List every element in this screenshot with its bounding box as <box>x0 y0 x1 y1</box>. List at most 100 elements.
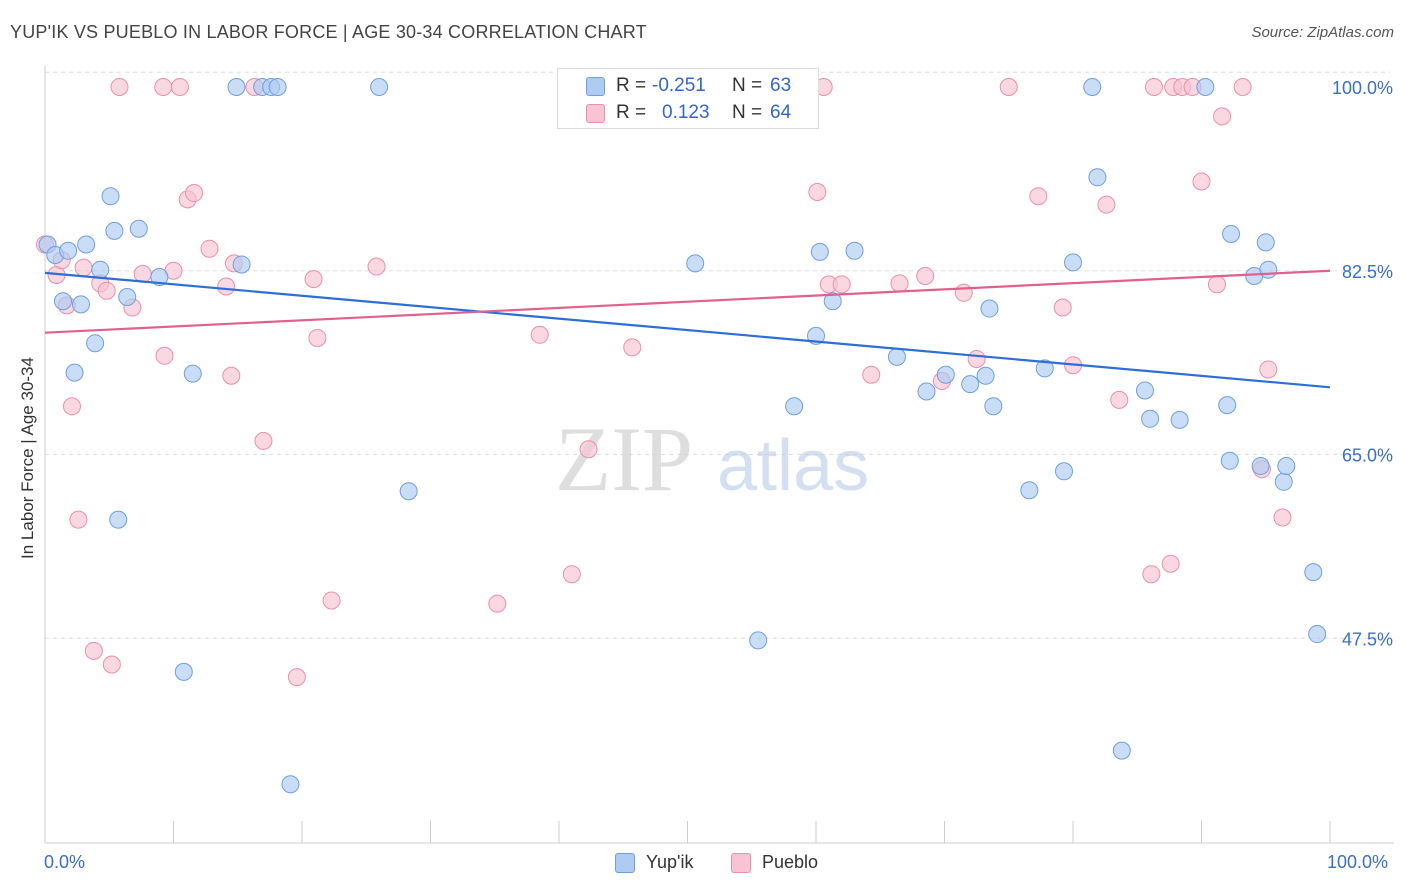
yupik-point <box>1055 462 1074 481</box>
r-value: 0.123 <box>662 102 710 123</box>
pueblo-point <box>217 277 236 296</box>
pueblo-point <box>1110 390 1129 409</box>
pueblo-point <box>74 258 93 277</box>
pueblo-point <box>862 365 881 384</box>
yupik-point <box>1083 78 1102 96</box>
pueblo-point <box>1273 508 1292 527</box>
trend-lines <box>44 269 1331 389</box>
pueblo-point <box>222 366 241 385</box>
yupik-point <box>1112 741 1131 760</box>
yupik-point <box>129 219 148 238</box>
pueblo-point <box>1097 195 1116 214</box>
watermark-atlas: atlas <box>717 426 869 506</box>
pueblo-legend-label: Pueblo <box>762 852 819 872</box>
yupik-point <box>227 78 246 96</box>
pueblo-point <box>1233 78 1252 96</box>
pueblo-point <box>623 338 642 357</box>
yupik-point <box>1277 457 1296 476</box>
pueblo-point <box>1161 554 1180 573</box>
yupik-point <box>1256 233 1275 252</box>
pueblo-point <box>185 184 204 203</box>
yupik-point <box>976 366 995 385</box>
yupik-point <box>1196 78 1215 96</box>
yupik-point <box>1035 359 1054 378</box>
pueblo-point <box>200 239 219 258</box>
yupik-point <box>118 288 137 306</box>
y-tick-label: 82.5% <box>1342 262 1393 282</box>
pueblo-point <box>287 668 306 687</box>
pueblo-point <box>488 594 507 613</box>
yupik-legend-swatch <box>615 853 635 873</box>
yupik-point <box>1141 409 1160 428</box>
yupik-point <box>1259 260 1278 279</box>
yupik-point <box>86 334 105 353</box>
yupik-point <box>150 268 169 287</box>
y-axis-label: In Labor Force | Age 30-34 <box>18 357 37 559</box>
pueblo-point <box>808 183 827 201</box>
pueblo-point <box>62 397 81 416</box>
pueblo-point <box>133 264 152 283</box>
chart-title: YUP'IK VS PUEBLO IN LABOR FORCE | AGE 30… <box>10 22 647 42</box>
pueblo-point <box>322 591 341 610</box>
pueblo-point <box>1259 360 1278 379</box>
yupik-point <box>71 295 90 314</box>
yupik-point <box>183 364 202 383</box>
yupik-point <box>1308 625 1327 644</box>
grid-lines <box>45 71 1390 639</box>
pueblo-point <box>916 267 935 285</box>
y-tick-label: 65.0% <box>1342 446 1393 466</box>
n-value: 64 <box>770 102 792 123</box>
yupik-point <box>105 221 124 240</box>
pueblo-point <box>954 283 973 302</box>
yupik-point <box>53 292 72 311</box>
yupik-point <box>1274 472 1293 491</box>
yupik-point <box>686 254 705 273</box>
yupik-point <box>1064 253 1082 272</box>
pueblo-point <box>367 257 386 276</box>
pueblo-point <box>562 565 581 584</box>
watermark-zip: ZIP <box>555 408 693 510</box>
yupik-trend-line <box>44 271 1331 389</box>
yupik-point <box>370 78 389 96</box>
pueblo-legend-swatch <box>731 853 751 873</box>
y-tick-label: 100.0% <box>1332 78 1393 98</box>
pueblo-swatch <box>586 104 605 123</box>
pueblo-point <box>530 325 549 344</box>
pueblo-point <box>832 275 851 294</box>
pueblo-point <box>170 78 189 96</box>
pueblo-point <box>154 78 173 96</box>
pueblo-point <box>254 431 273 450</box>
yupik-point <box>961 375 980 394</box>
n-label: N = <box>732 102 763 123</box>
pueblo-point <box>308 328 327 347</box>
yupik-point <box>1020 481 1039 500</box>
yupik-point <box>65 363 84 382</box>
yupik-point <box>936 365 955 384</box>
pueblo-point <box>1053 298 1072 317</box>
yupik-point <box>984 397 1003 416</box>
pueblo-point <box>155 346 174 365</box>
data-points <box>36 78 1327 794</box>
yupik-point <box>1251 457 1270 476</box>
pueblo-point <box>1213 107 1232 126</box>
pueblo-point <box>304 270 323 289</box>
pueblo-point <box>890 274 909 293</box>
yupik-point <box>268 78 287 96</box>
yupik-point <box>101 187 120 206</box>
yupik-point <box>281 775 300 794</box>
yupik-point <box>749 631 768 650</box>
yupik-point <box>1304 563 1323 582</box>
pueblo-point <box>1207 275 1226 294</box>
r-label: R = <box>616 102 647 123</box>
yupik-point <box>785 397 804 416</box>
pueblo-point <box>1029 187 1048 206</box>
y-tick-label: 47.5% <box>1342 629 1393 649</box>
yupik-point <box>399 482 418 501</box>
yupik-point <box>845 241 864 260</box>
yupik-point <box>1222 225 1241 243</box>
pueblo-point <box>1142 565 1161 584</box>
yupik-point <box>109 510 128 529</box>
yupik-point <box>1220 451 1239 470</box>
source-credit: Source: ZipAtlas.com <box>1251 24 1394 41</box>
x-axis <box>44 66 1394 844</box>
